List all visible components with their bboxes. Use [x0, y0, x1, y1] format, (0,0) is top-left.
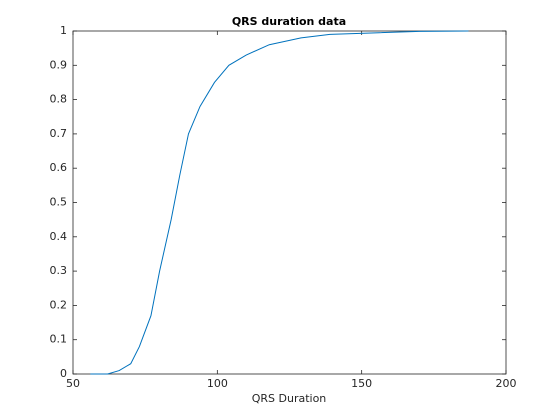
y-tick-label: 0.1 — [50, 333, 68, 346]
y-tick-label: 0.3 — [50, 264, 68, 277]
y-tick-label: 0.9 — [50, 58, 68, 71]
y-tick-label: 0.2 — [50, 298, 68, 311]
y-tick-label: 0 — [60, 367, 67, 380]
line-series — [90, 30, 469, 375]
y-tick-label: 0.4 — [50, 230, 68, 243]
x-tick-label: 200 — [496, 377, 517, 390]
x-tick-label: 150 — [351, 377, 372, 390]
x-tick-label: 100 — [207, 377, 228, 390]
y-tick-label: 0.7 — [50, 127, 68, 140]
y-tick-label: 1 — [60, 24, 67, 37]
x-axis-label: QRS Duration — [252, 392, 327, 405]
chart-title: QRS duration data — [232, 15, 346, 28]
y-tick-label: 0.6 — [50, 161, 68, 174]
x-tick-label: 50 — [66, 377, 80, 390]
y-tick-label: 0.8 — [50, 93, 68, 106]
y-tick-label: 0.5 — [50, 196, 68, 209]
